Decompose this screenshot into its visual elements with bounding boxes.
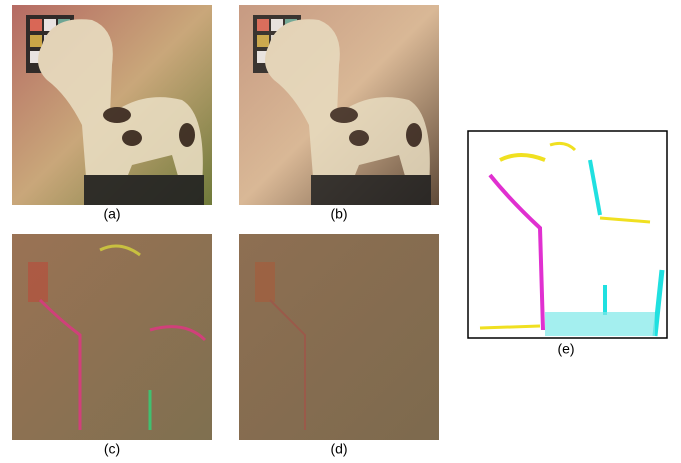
caption: (c) [104,441,120,457]
panel-c [12,234,212,440]
panel-e [467,130,668,339]
caption: (e) [557,341,574,357]
panel-d [239,234,439,440]
caption: (a) [103,206,120,222]
caption: (d) [330,441,347,457]
panel-b [239,5,439,205]
panel-a [12,5,212,205]
caption: (b) [330,206,347,222]
